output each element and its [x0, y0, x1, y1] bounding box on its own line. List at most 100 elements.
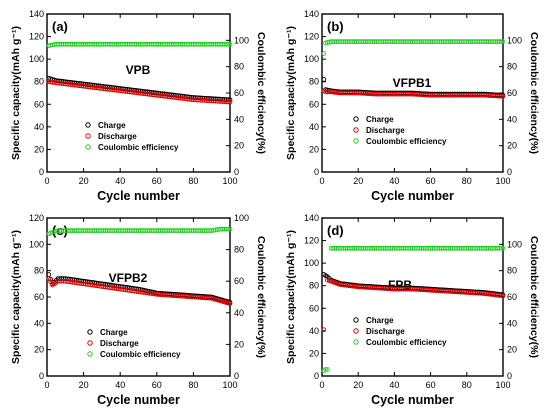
data-point: [77, 83, 83, 89]
data-point: [442, 92, 448, 98]
chart-panel: 0 20 40 60 80 1000204060801001201400204060801…: [10, 9, 267, 203]
data-point: [321, 51, 327, 56]
y-left-tick-label: 20: [34, 144, 44, 154]
y-right-axis-label: Coulombic efficiency(%): [255, 236, 267, 358]
legend-label: Charge: [366, 115, 394, 124]
y-right-tick-label: 40: [234, 114, 244, 124]
data-point: [497, 39, 502, 44]
y-right-tick-label: 60: [507, 292, 517, 302]
series-ce: [46, 226, 233, 237]
legend: Charge Discharge Coulombic efficiency: [353, 115, 447, 146]
data-point: [48, 279, 54, 285]
data-point: [442, 288, 448, 294]
data-point: [442, 245, 448, 251]
data-point: [370, 285, 376, 291]
y-left-tick-label: 140: [29, 9, 44, 19]
y-left-tick-label: 120: [304, 236, 319, 246]
x-tick-label: 60: [426, 380, 436, 390]
x-axis-label: Cycle number: [97, 393, 180, 407]
data-point: [114, 286, 119, 291]
y-right-tick-label: 20: [234, 339, 244, 349]
series-discharge: [321, 277, 506, 333]
data-point: [325, 367, 330, 372]
x-tick-label: 60: [152, 176, 162, 186]
data-point: [187, 41, 193, 47]
data-point: [187, 96, 193, 102]
data-point: [497, 245, 502, 251]
legend-label: Discharge: [98, 132, 137, 141]
data-point: [59, 278, 64, 284]
legend-marker: [85, 122, 91, 128]
data-point: [59, 228, 64, 233]
x-tick-label: 20: [353, 176, 363, 186]
legend-marker: [353, 328, 359, 334]
data-point: [424, 92, 430, 98]
legend-marker: [353, 127, 359, 133]
data-point: [50, 42, 55, 48]
sample-name: VFPB2: [109, 271, 148, 285]
data-point: [114, 41, 119, 47]
y-right-tick-label: 40: [234, 308, 244, 318]
y-left-tick-label: 60: [309, 303, 319, 313]
y-right-axis-label: Coulombic efficiency(%): [528, 236, 540, 358]
data-point: [424, 39, 430, 44]
x-tick-label: 100: [495, 380, 510, 390]
y-right-tick-label: 0: [507, 371, 512, 381]
data-point: [132, 41, 138, 47]
y-left-tick-label: 100: [29, 54, 44, 64]
y-left-tick-label: 40: [309, 122, 319, 132]
series-discharge: [46, 79, 233, 105]
x-tick-label: 0: [319, 380, 324, 390]
x-tick-label: 40: [115, 176, 125, 186]
legend-label: Discharge: [366, 327, 405, 336]
data-point: [205, 41, 211, 47]
data-point: [478, 39, 484, 44]
data-point: [370, 245, 376, 251]
data-point: [95, 283, 101, 289]
y-right-tick-label: 0: [234, 371, 239, 381]
data-point: [334, 90, 339, 95]
data-point: [323, 367, 328, 372]
y-right-tick-label: 80: [507, 266, 517, 276]
y-left-tick-label: 20: [309, 144, 319, 154]
legend-marker: [353, 138, 359, 144]
data-point: [223, 226, 229, 232]
data-point: [114, 228, 119, 233]
data-point: [388, 91, 394, 97]
data-point: [406, 39, 412, 44]
x-tick-label: 80: [462, 176, 472, 186]
x-tick-label: 20: [79, 380, 89, 390]
data-point: [169, 41, 174, 47]
data-point: [424, 287, 430, 293]
series-ce: [321, 245, 506, 374]
x-tick-label: 0: [44, 176, 49, 186]
y-right-tick-label: 80: [234, 245, 244, 255]
data-point: [132, 288, 138, 294]
y-right-tick-label: 100: [507, 35, 522, 45]
data-point: [321, 327, 327, 333]
x-axis-label: Cycle number: [371, 189, 454, 203]
legend-marker: [87, 351, 93, 357]
x-tick-label: 80: [462, 380, 472, 390]
x-tick-label: 0: [44, 380, 49, 390]
data-point: [95, 228, 101, 233]
x-tick-label: 100: [222, 176, 237, 186]
x-axis-label: Cycle number: [97, 189, 180, 203]
x-axis-label: Cycle number: [371, 393, 454, 407]
data-point: [169, 228, 174, 233]
x-tick-label: 60: [152, 380, 162, 390]
legend-marker: [87, 340, 93, 346]
y-right-tick-label: 0: [507, 167, 512, 177]
y-right-tick-label: 60: [507, 88, 517, 98]
data-point: [77, 228, 83, 233]
data-point: [352, 90, 357, 96]
data-point: [460, 39, 466, 44]
legend-marker: [85, 144, 91, 150]
data-point: [498, 293, 504, 298]
y-left-tick-label: 100: [304, 258, 319, 268]
y-right-tick-label: 40: [507, 114, 517, 124]
data-point: [114, 87, 119, 93]
data-point: [205, 98, 211, 104]
y-left-tick-label: 80: [309, 281, 319, 291]
